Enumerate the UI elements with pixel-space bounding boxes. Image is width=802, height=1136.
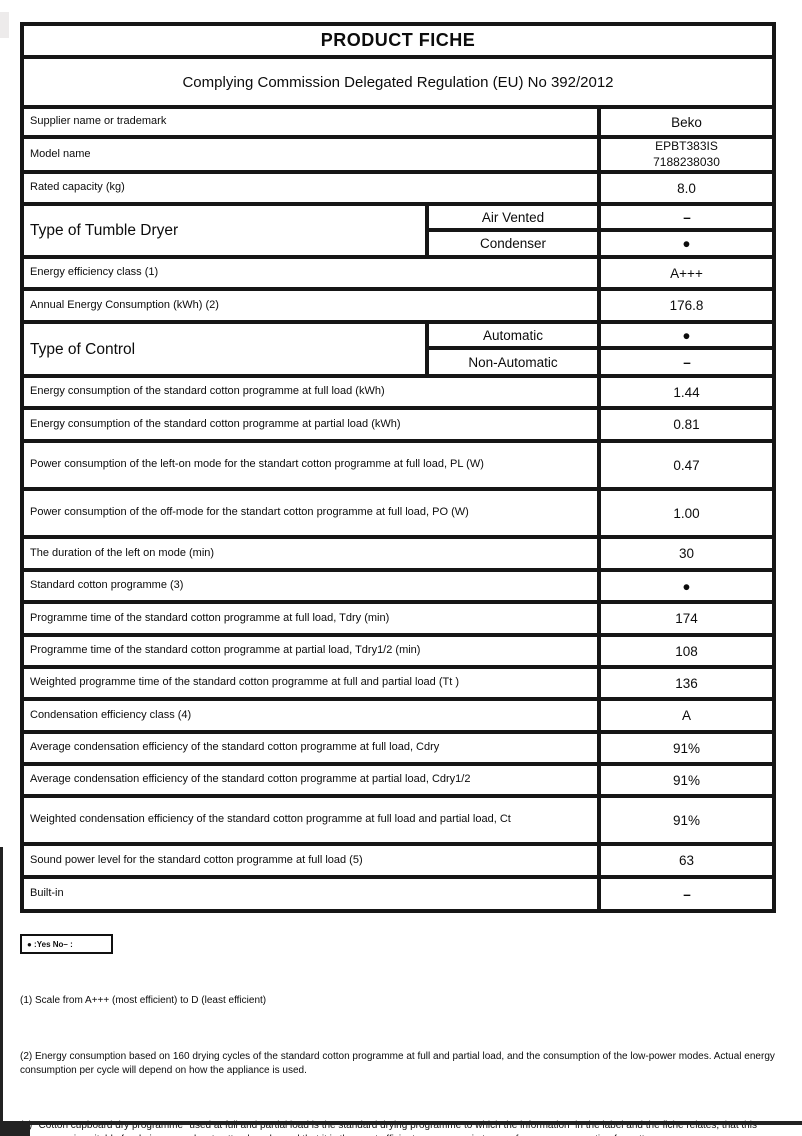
table-row-time-partial-load: Programme time of the standard cotton pr… (22, 635, 774, 668)
row-value: A (599, 699, 774, 733)
product-fiche-table: PRODUCT FICHE Complying Commission Deleg… (20, 22, 776, 914)
table-row-rated-capacity: Rated capacity (kg) 8.0 (22, 172, 774, 205)
scan-artifact-left-edge (0, 847, 3, 1136)
row-label: Power consumption of the left-on mode fo… (22, 441, 599, 490)
table-row-sound-power: Sound power level for the standard cotto… (22, 844, 774, 878)
row-label: Average condensation efficiency of the s… (22, 764, 599, 797)
scan-artifact-top-left (0, 12, 9, 38)
option-label: Air Vented (427, 204, 599, 231)
row-value: 91% (599, 732, 774, 765)
row-label: Built-in (22, 877, 599, 912)
row-value: 1.00 (599, 489, 774, 538)
row-value: A+++ (599, 257, 774, 290)
footnotes: (1) Scale from A+++ (most efficient) to … (20, 966, 792, 1136)
subtitle-row: Complying Commission Delegated Regulatio… (22, 57, 774, 107)
table-row-annual-energy: Annual Energy Consumption (kWh) (2) 176.… (22, 289, 774, 323)
footnote-2: (2) Energy consumption based on 160 dryi… (20, 1051, 778, 1077)
table-row-control-non-automatic: Non-Automatic – (22, 348, 774, 377)
table-row-supplier: Supplier name or trademark Beko (22, 107, 774, 137)
row-value: EPBT383IS 7188238030 (599, 137, 774, 173)
table-row-condensation-weighted: Weighted condensation efficiency of the … (22, 796, 774, 845)
row-value: 174 (599, 602, 774, 636)
row-label: Supplier name or trademark (22, 107, 599, 137)
row-label: Programme time of the standard cotton pr… (22, 635, 599, 668)
option-label: Condenser (427, 230, 599, 258)
option-value-yes-mark: ● (599, 230, 774, 258)
legend-box: ● :Yes No– : (20, 934, 113, 955)
document-title: PRODUCT FICHE (22, 24, 774, 57)
row-label-control-type: Type of Control (22, 322, 427, 377)
table-row-model: Model name EPBT383IS 7188238030 (22, 137, 774, 173)
row-label: Weighted condensation efficiency of the … (22, 796, 599, 845)
row-value: 8.0 (599, 172, 774, 205)
row-value: 91% (599, 796, 774, 845)
row-label: The duration of the left on mode (min) (22, 537, 599, 571)
row-label: Standard cotton programme (3) (22, 570, 599, 603)
model-code: EPBT383IS (655, 139, 718, 153)
table-row-condensation-partial: Average condensation efficiency of the s… (22, 764, 774, 797)
table-row-time-full-load: Programme time of the standard cotton pr… (22, 602, 774, 636)
table-row-condensation-full: Average condensation efficiency of the s… (22, 732, 774, 765)
row-value: 63 (599, 844, 774, 878)
scan-artifact-bottom-left-corner (0, 1124, 30, 1136)
row-value-no-mark: – (599, 877, 774, 912)
row-label: Energy consumption of the standard cotto… (22, 408, 599, 442)
row-label: Condensation efficiency class (4) (22, 699, 599, 733)
scan-artifact-bottom-border (0, 1121, 802, 1125)
table-row-condensation-class: Condensation efficiency class (4) A (22, 699, 774, 733)
option-value-yes-mark: ● (599, 322, 774, 349)
row-value-yes-mark: ● (599, 570, 774, 603)
row-label: Weighted programme time of the standard … (22, 667, 599, 700)
table-row-energy-partial-load: Energy consumption of the standard cotto… (22, 408, 774, 442)
row-label: Model name (22, 137, 599, 173)
table-row-weighted-time: Weighted programme time of the standard … (22, 667, 774, 700)
legend-text: ● :Yes No– : (27, 939, 73, 949)
row-label: Sound power level for the standard cotto… (22, 844, 599, 878)
table-row-dryer-type-air-vented: Type of Tumble Dryer Air Vented – (22, 204, 774, 258)
row-label: Energy efficiency class (1) (22, 257, 599, 290)
table-row-off-mode-power: Power consumption of the off-mode for th… (22, 489, 774, 538)
row-value: 0.81 (599, 408, 774, 442)
row-value: 91% (599, 764, 774, 797)
option-value-no-mark: – (599, 348, 774, 377)
row-value: 176.8 (599, 289, 774, 323)
table-row-control-automatic: Type of Control Automatic ● (22, 322, 774, 377)
title-row: PRODUCT FICHE (22, 24, 774, 57)
table-row-built-in: Built-in – (22, 877, 774, 912)
row-value: Beko (599, 107, 774, 137)
row-value: 0.47 (599, 441, 774, 490)
footnote-1: (1) Scale from A+++ (most efficient) to … (20, 995, 267, 1007)
option-label: Automatic (427, 322, 599, 349)
model-number: 7188238030 (653, 154, 720, 169)
row-label: Power consumption of the off-mode for th… (22, 489, 599, 538)
table-row-energy-full-load: Energy consumption of the standard cotto… (22, 376, 774, 409)
row-label: Average condensation efficiency of the s… (22, 732, 599, 765)
table-row-energy-class: Energy efficiency class (1) A+++ (22, 257, 774, 290)
table-row-left-on-power: Power consumption of the left-on mode fo… (22, 441, 774, 490)
row-value: 1.44 (599, 376, 774, 409)
table-row-left-on-duration: The duration of the left on mode (min) 3… (22, 537, 774, 571)
row-label-dryer-type: Type of Tumble Dryer (22, 204, 427, 258)
row-value: 136 (599, 667, 774, 700)
row-label: Programme time of the standard cotton pr… (22, 602, 599, 636)
document-subtitle: Complying Commission Delegated Regulatio… (22, 57, 774, 107)
row-value: 30 (599, 537, 774, 571)
row-label: Annual Energy Consumption (kWh) (2) (22, 289, 599, 323)
table-row-dryer-type-condenser: Condenser ● (22, 230, 774, 258)
footnote-3: (3) "Cotton cupboard dry programme" used… (20, 1120, 757, 1136)
option-label: Non-Automatic (427, 348, 599, 377)
row-label: Energy consumption of the standard cotto… (22, 376, 599, 409)
product-fiche-document: PRODUCT FICHE Complying Commission Deleg… (20, 22, 776, 1136)
option-value-no-mark: – (599, 204, 774, 231)
table-row-standard-cotton: Standard cotton programme (3) ● (22, 570, 774, 603)
row-label: Rated capacity (kg) (22, 172, 599, 205)
row-value: 108 (599, 635, 774, 668)
